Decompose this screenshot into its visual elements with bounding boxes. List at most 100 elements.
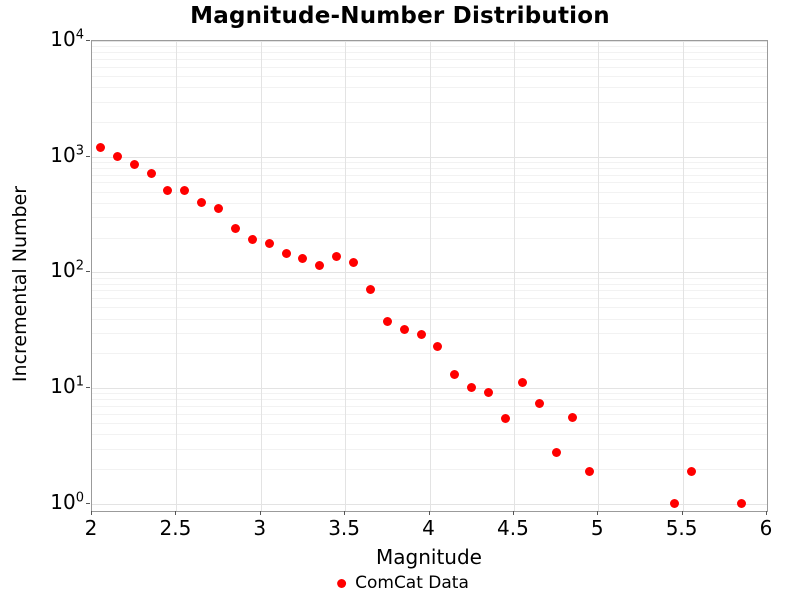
x-tick-mark — [91, 511, 92, 515]
y-tick-mark — [86, 40, 90, 41]
grid-line-minor — [92, 423, 767, 424]
x-tick-mark — [597, 511, 599, 515]
data-point — [467, 382, 477, 392]
data-point — [585, 467, 595, 477]
legend-marker-icon — [337, 578, 347, 588]
y-tick-mark — [86, 155, 90, 157]
grid-line-minor — [92, 167, 767, 169]
x-tick-label: 4 — [422, 516, 435, 540]
grid-line-minor — [92, 58, 767, 60]
y-tick-label: 104 — [50, 27, 84, 51]
grid-line-minor — [92, 448, 767, 450]
x-tick-label: 6 — [759, 516, 773, 540]
data-point — [214, 204, 224, 214]
data-point — [484, 387, 494, 397]
data-point — [399, 325, 409, 335]
data-point — [298, 253, 308, 263]
data-point — [264, 238, 274, 248]
grid-line-minor — [92, 101, 767, 103]
y-tick-label: 101 — [50, 374, 84, 399]
legend-label: ComCat Data — [355, 573, 469, 593]
data-point — [551, 447, 561, 457]
data-point — [146, 169, 156, 179]
plot-area — [91, 40, 768, 512]
y-tick-mark — [86, 271, 90, 273]
data-point — [349, 258, 359, 268]
chart-title: Magnitude-Number Distribution — [190, 3, 610, 29]
grid-line-minor — [92, 162, 767, 163]
grid-line-minor — [92, 434, 767, 436]
grid-line-minor — [92, 191, 767, 193]
grid-line-minor — [92, 318, 767, 320]
grid-line-minor — [92, 353, 767, 355]
grid-line-vertical — [345, 41, 347, 511]
grid-line-minor — [92, 174, 767, 176]
data-point — [365, 285, 375, 295]
grid-line-major — [92, 272, 767, 274]
grid-line-minor — [92, 406, 767, 407]
y-tick-mark — [86, 502, 90, 504]
legend: ComCat Data — [337, 573, 469, 593]
grid-line-vertical — [513, 41, 515, 511]
grid-line-major — [92, 41, 767, 42]
y-axis-title: Incremental Number — [9, 185, 31, 383]
grid-line-major — [92, 156, 767, 158]
grid-line-minor — [92, 332, 767, 334]
grid-line-minor — [92, 393, 767, 395]
data-point — [433, 341, 443, 351]
grid-line-minor — [92, 121, 767, 123]
data-point — [230, 223, 240, 233]
grid-line-vertical — [429, 41, 431, 511]
y-tick-label: 102 — [50, 258, 84, 283]
data-point — [315, 260, 325, 270]
grid-line-minor — [92, 66, 767, 68]
x-tick-mark — [344, 511, 346, 515]
grid-line-vertical — [598, 41, 600, 511]
data-point — [517, 378, 527, 388]
grid-line-minor — [92, 298, 767, 300]
data-point — [686, 467, 696, 477]
data-point — [197, 198, 207, 208]
data-point — [737, 499, 747, 509]
grid-line-vertical — [260, 41, 262, 511]
y-tick-mark — [86, 387, 90, 389]
x-tick-label: 2 — [84, 516, 98, 540]
grid-line-minor — [92, 277, 767, 279]
data-point — [382, 316, 392, 326]
data-point — [247, 235, 257, 245]
data-point — [95, 143, 105, 152]
data-point — [450, 370, 460, 380]
x-tick-mark — [175, 511, 177, 515]
grid-line-major — [92, 503, 767, 505]
y-tick-label: 103 — [50, 142, 84, 167]
grid-line-minor — [92, 202, 767, 204]
grid-line-vertical — [682, 41, 684, 511]
data-point — [112, 152, 122, 162]
data-point — [568, 412, 578, 422]
grid-line-major — [92, 388, 767, 390]
data-point — [129, 160, 139, 170]
x-tick-mark — [681, 511, 683, 515]
grid-line-minor — [92, 75, 767, 77]
data-point — [416, 330, 426, 340]
grid-line-minor — [92, 52, 767, 54]
grid-line-minor — [92, 87, 767, 88]
grid-line-minor — [92, 283, 767, 285]
x-tick-label: 3.5 — [328, 516, 360, 540]
data-point — [669, 499, 679, 509]
grid-line-minor — [92, 307, 767, 309]
grid-line-minor — [92, 413, 767, 415]
data-point — [332, 252, 342, 262]
grid-line-minor — [92, 217, 767, 219]
grid-line-minor — [92, 237, 767, 239]
x-tick-label: 2.5 — [159, 516, 192, 540]
grid-line-vertical — [176, 41, 178, 511]
data-point — [180, 185, 190, 195]
x-tick-mark — [512, 511, 514, 515]
data-point — [534, 398, 544, 408]
x-axis-title: Magnitude — [376, 545, 482, 569]
grid-line-minor — [92, 46, 767, 48]
data-point — [163, 185, 173, 195]
grid-line-minor — [92, 290, 767, 292]
